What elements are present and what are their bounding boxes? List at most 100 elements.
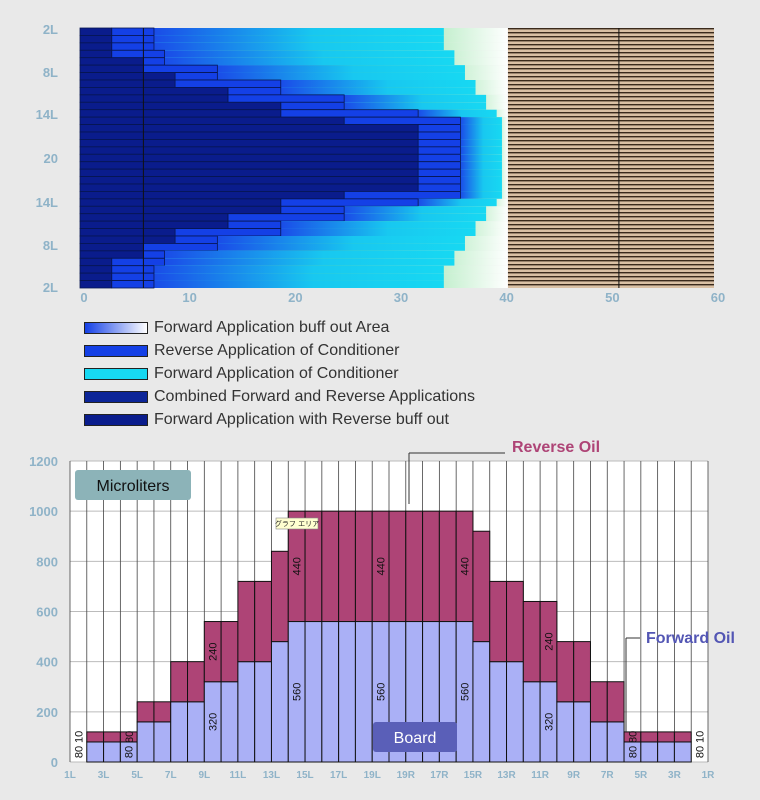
royal-segment xyxy=(417,146,461,155)
y-tick-label: 800 xyxy=(36,554,58,569)
navy-segment xyxy=(79,109,282,118)
forward-oil-bar xyxy=(640,741,659,763)
x-tick-label: 60 xyxy=(711,290,725,305)
x-tick-label: 19R xyxy=(397,770,416,781)
navy-segment xyxy=(79,220,229,229)
board-label: Board xyxy=(394,730,437,747)
x-tick-label: 1R xyxy=(702,770,716,781)
navy-segment xyxy=(79,131,419,140)
forward-oil-bar xyxy=(254,661,272,763)
forward-oil-bar xyxy=(489,661,508,763)
heatmap-row xyxy=(79,250,508,259)
x-tick-label: 15L xyxy=(296,770,313,781)
cyan-segment xyxy=(153,35,444,43)
forward-oil-bar xyxy=(589,721,608,763)
reverse-bar-label: 80 xyxy=(627,731,639,743)
navy-segment xyxy=(79,79,176,88)
reverse-oil-bar xyxy=(438,510,457,623)
y-tick-label: 14L xyxy=(36,107,58,122)
legend-item: Forward Application buff out Area xyxy=(84,316,475,339)
heatmap-row xyxy=(79,94,508,103)
royal-segment xyxy=(227,87,282,96)
royal-segment xyxy=(111,49,165,59)
heatmap-row xyxy=(79,57,508,66)
reverse-oil-bar xyxy=(153,701,172,723)
cyan-segment xyxy=(217,243,465,251)
royal-segment xyxy=(111,257,165,267)
royal-segment xyxy=(417,183,461,192)
heatmap-row xyxy=(79,131,508,140)
navy-segment xyxy=(79,243,144,252)
forward-oil-bar xyxy=(321,621,340,763)
y-tick-label: 400 xyxy=(36,655,58,670)
reverse-oil-bar xyxy=(338,510,356,623)
cyan-segment xyxy=(460,154,502,162)
cyan-segment xyxy=(153,280,444,288)
cyan-segment xyxy=(153,273,444,281)
reverse-oil-bar xyxy=(220,621,239,683)
reverse-bar-label: 10 xyxy=(695,731,707,743)
navy-segment xyxy=(79,228,176,237)
navy-segment xyxy=(79,265,113,274)
y-tick-label: 8L xyxy=(43,65,58,80)
navy-segment xyxy=(79,35,113,44)
heatmap-row xyxy=(79,265,508,274)
x-tick-label: 5L xyxy=(131,770,143,781)
y-tick-label: 600 xyxy=(36,605,58,620)
x-tick-label: 10 xyxy=(182,290,196,305)
royal-segment xyxy=(417,153,461,163)
heatmap-row xyxy=(79,101,508,111)
cyan-segment xyxy=(217,236,465,244)
forward-oil-bar xyxy=(237,661,256,763)
legend-swatch-cyan xyxy=(84,367,148,380)
reverse-bar-label: 240 xyxy=(544,632,556,650)
forward-oil-bar xyxy=(153,721,172,763)
reverse-oil-bar xyxy=(170,661,189,703)
navy-segment xyxy=(79,87,229,96)
cyan-segment xyxy=(460,161,502,170)
y-tick-label: 2L xyxy=(43,280,58,295)
heatmap-row xyxy=(79,87,508,96)
reverse-bar-label: 440 xyxy=(292,557,304,575)
navy-segment xyxy=(79,49,113,59)
x-tick-label: 9R xyxy=(567,770,581,781)
cyan-segment xyxy=(164,258,455,266)
y-tick-label: 14L xyxy=(36,195,58,210)
heatmap-row xyxy=(79,35,508,44)
forward-bar-label: 320 xyxy=(208,713,220,731)
forward-oil-bar xyxy=(86,741,105,763)
cyan-segment xyxy=(460,117,502,125)
forward-bar-label: 80 xyxy=(627,746,639,758)
heatmap-row xyxy=(79,168,508,177)
cyan-segment xyxy=(344,102,487,110)
heatmap-row xyxy=(79,243,508,252)
legend-label: Combined Forward and Reverse Application… xyxy=(154,387,476,405)
cyan-segment xyxy=(280,221,476,229)
reverse-oil-bar xyxy=(422,510,440,623)
forward-oil-annotation: Forward Oil xyxy=(646,630,735,647)
legend-swatch-royal xyxy=(84,344,148,357)
cyan-segment xyxy=(418,198,497,207)
x-tick-label: 11L xyxy=(230,770,247,781)
cyan-segment xyxy=(344,206,487,214)
svg-text:グラフ エリア: グラフ エリア xyxy=(275,519,319,528)
cyan-segment xyxy=(153,265,444,274)
x-tick-label: 20 xyxy=(288,290,302,305)
royal-segment xyxy=(142,243,218,252)
reverse-oil-bar xyxy=(606,681,625,723)
heatmap-row xyxy=(79,146,508,155)
navy-segment xyxy=(79,42,113,51)
royal-segment xyxy=(417,176,461,185)
heatmap-row xyxy=(79,116,508,125)
y-tick-label: 0 xyxy=(51,755,58,770)
microliters-chart: 80 80 320 560 560 560 320 80 80 10 80 240 440 440 440 2… xyxy=(29,440,735,781)
reverse-oil-bar xyxy=(86,731,105,743)
royal-segment xyxy=(417,124,461,133)
reverse-oil-bar xyxy=(136,701,155,723)
y-tick-label: 200 xyxy=(36,705,58,720)
navy-segment xyxy=(79,176,419,185)
board-box: Board xyxy=(373,722,457,752)
cyan-segment xyxy=(217,65,465,73)
heatmap-row xyxy=(79,153,508,163)
reverse-oil-bar xyxy=(388,510,407,623)
